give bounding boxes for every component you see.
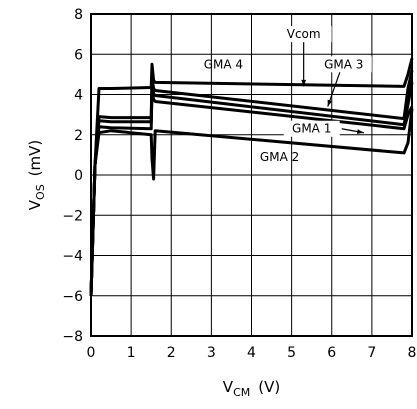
annotation-arrowhead	[301, 79, 307, 87]
y-tick-label: 8	[74, 7, 83, 23]
y-tick-label: 0	[74, 168, 83, 184]
y-tick-label: −2	[62, 208, 83, 224]
annotations: Vcom GMA 4 GMA 3 GMA 1 GMA 2	[204, 26, 372, 164]
x-tick-label: 1	[127, 345, 136, 361]
annotation-label: GMA 1	[292, 122, 331, 136]
y-tick-label: −8	[62, 329, 83, 345]
annotation-label: GMA 3	[324, 57, 363, 71]
series-line-gma-4	[89, 57, 414, 296]
x-tick-label: 2	[167, 345, 176, 361]
x-tick-label: 0	[87, 345, 96, 361]
y-tick-label: 4	[74, 88, 83, 104]
x-tick-label: 7	[367, 345, 376, 361]
annotation-arrowhead	[327, 99, 333, 107]
annotation-arrowhead	[356, 129, 364, 134]
y-axis-title: VOS(mV)	[26, 140, 47, 210]
y-tick-label: −4	[62, 249, 83, 265]
x-tick-label: 6	[327, 345, 336, 361]
plot-frame	[90, 13, 413, 337]
y-tick-label: 6	[74, 47, 83, 63]
tick-labels: 0 1 2 3 4 5 6 7 8 −8 −6 −4 −2 0 2 4 6 8	[62, 7, 416, 361]
series-line-gma-2	[89, 108, 414, 296]
annotation-label: GMA 2	[260, 150, 299, 164]
annotation-label-bg	[275, 26, 332, 43]
series-lines	[89, 57, 414, 296]
x-tick-label: 5	[287, 345, 296, 361]
x-tick-label: 3	[207, 345, 216, 361]
x-tick-label: 8	[408, 345, 417, 361]
annotation-label-bg	[315, 56, 372, 73]
y-tick-label: 2	[74, 128, 83, 144]
x-axis-title: VCM (V)	[223, 378, 280, 399]
annotation-label-bg	[283, 120, 340, 137]
x-tick-label: 4	[247, 345, 256, 361]
annotation-label: Vcom	[287, 27, 321, 41]
y-tick-label: −6	[62, 289, 83, 305]
annotation-label: GMA 4	[204, 57, 243, 71]
